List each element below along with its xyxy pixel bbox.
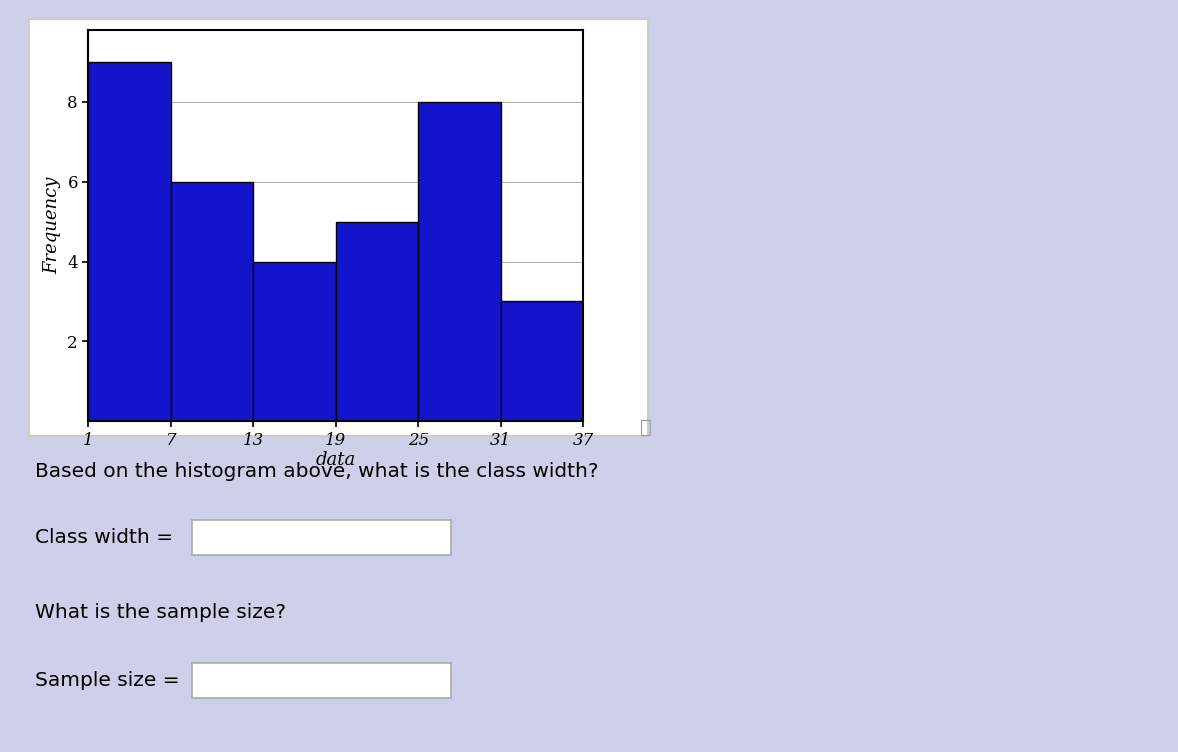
Text: Based on the histogram above, what is the class width?: Based on the histogram above, what is th… — [35, 462, 598, 481]
Bar — [336, 222, 418, 421]
Bar — [418, 102, 501, 421]
Bar — [171, 182, 253, 421]
Bar — [253, 262, 336, 421]
Text: Sample size =: Sample size = — [35, 671, 180, 690]
Bar — [501, 302, 583, 421]
X-axis label: data: data — [316, 451, 356, 469]
Text: What is the sample size?: What is the sample size? — [35, 603, 286, 623]
Y-axis label: Frequency: Frequency — [44, 177, 61, 274]
Text: ⌕: ⌕ — [640, 417, 651, 437]
Text: Class width =: Class width = — [35, 528, 173, 547]
Bar — [88, 62, 171, 421]
